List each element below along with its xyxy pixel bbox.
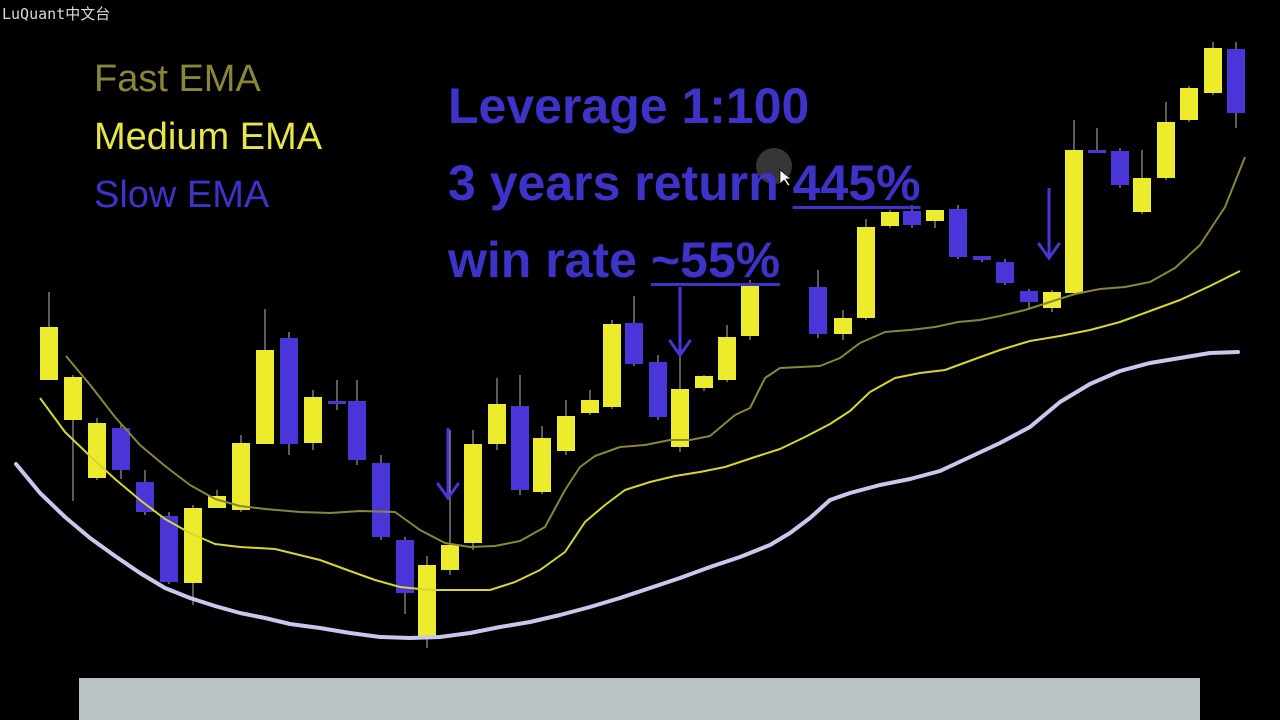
candle-body: [1204, 48, 1222, 93]
candle-body: [718, 337, 736, 380]
mouse-cursor-icon: [779, 169, 792, 187]
ema-legend: Fast EMA Medium EMA Slow EMA: [94, 50, 322, 224]
candle-body: [603, 324, 621, 407]
candle-body: [160, 516, 178, 582]
candle-body: [581, 400, 599, 413]
candle-body: [511, 406, 529, 490]
candle-body: [488, 404, 506, 444]
return-label: 3 years return: [448, 155, 793, 211]
candle-body: [40, 327, 58, 380]
candle-body: [1020, 291, 1038, 302]
legend-slow-ema: Slow EMA: [94, 174, 270, 216]
entry-arrow-head: [1037, 242, 1061, 261]
winrate-line: win rate ~55%: [448, 222, 921, 299]
return-value: 445%: [792, 155, 921, 211]
candle-body: [136, 482, 154, 512]
candle-body: [396, 540, 414, 593]
candle-body: [695, 376, 713, 388]
legend-fast-ema: Fast EMA: [94, 58, 261, 100]
fast-ema-line: [65, 156, 1246, 548]
winrate-value: ~55%: [650, 232, 781, 288]
candle-body: [1065, 150, 1083, 293]
candle-body: [348, 401, 366, 460]
candle-body: [533, 438, 551, 492]
subtitle-bar: [79, 678, 1200, 720]
candle-body: [809, 287, 827, 334]
candle-body: [441, 545, 459, 570]
candle-body: [949, 209, 967, 257]
candle-body: [464, 444, 482, 543]
candle-body: [1133, 178, 1151, 212]
strategy-stats: Leverage 1:100 3 years return 445% win r…: [448, 68, 921, 299]
candle-body: [304, 397, 322, 443]
candle-body: [996, 262, 1014, 283]
legend-medium-ema: Medium EMA: [94, 116, 323, 158]
slow-ema-line: [14, 350, 1240, 640]
candle-body: [1180, 88, 1198, 120]
candle-body: [112, 428, 130, 470]
candle-body: [372, 463, 390, 537]
candle-body: [256, 350, 274, 444]
candle-body: [184, 508, 202, 583]
candle-body: [671, 389, 689, 447]
candle-body: [857, 227, 875, 318]
candle-body: [625, 323, 643, 364]
candle-body: [973, 256, 991, 260]
candle-body: [208, 496, 226, 508]
candle-body: [1111, 151, 1129, 185]
candle-body: [64, 377, 82, 420]
return-line: 3 years return 445%: [448, 145, 921, 222]
candle-body: [903, 211, 921, 225]
candle-body: [88, 423, 106, 478]
watermark: LuQuant中文台: [2, 5, 111, 23]
candle-body: [926, 210, 944, 221]
candle-body: [280, 338, 298, 444]
candle-body: [834, 318, 852, 334]
candle-body: [1227, 49, 1245, 113]
candle-body: [1088, 150, 1106, 153]
candle-body: [649, 362, 667, 417]
candle-body: [881, 212, 899, 226]
entry-arrow-head: [436, 482, 460, 501]
candle-body: [1043, 292, 1061, 308]
entry-arrow-head: [668, 339, 692, 358]
winrate-label: win rate: [448, 232, 651, 288]
medium-ema-line: [39, 270, 1241, 591]
candle-body: [1157, 122, 1175, 178]
candle-body: [741, 286, 759, 336]
leverage-text: Leverage 1:100: [448, 78, 810, 134]
candle-body: [232, 443, 250, 510]
candle-body: [557, 416, 575, 451]
candle-body: [418, 565, 436, 636]
candle-body: [328, 401, 346, 404]
